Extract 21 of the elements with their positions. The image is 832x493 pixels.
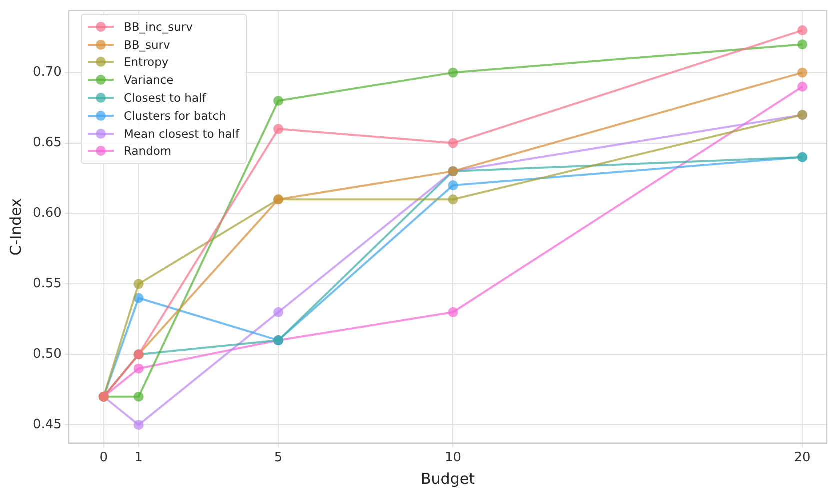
legend-label: BB_surv (124, 38, 170, 52)
x-tick-label: 1 (134, 450, 143, 466)
x-tick-label: 0 (100, 450, 108, 466)
legend-label: Variance (124, 73, 174, 88)
y-tick-label: 0.70 (32, 65, 62, 80)
legend-label: Mean closest to half (124, 126, 240, 141)
x-tick-label: 5 (274, 450, 283, 466)
y-axis-title: C-Index (6, 198, 25, 256)
x-axis-title: Budget (420, 470, 476, 488)
x-tick-label: 10 (444, 450, 462, 466)
x-tick-label: 20 (794, 450, 811, 466)
legend-label: Closest to half (124, 91, 206, 106)
y-tick-label: 0.50 (32, 347, 62, 362)
y-tick-label: 0.55 (32, 276, 62, 292)
y-tick-label: 0.45 (32, 417, 62, 432)
y-tick-label: 0.65 (32, 136, 62, 151)
legend-label: Entropy (124, 55, 169, 70)
legend-label: Clusters for batch (124, 108, 226, 123)
legend-label: Random (124, 144, 172, 158)
y-tick-label: 0.60 (32, 206, 62, 222)
legend-label: BB_inc_surv (124, 20, 193, 34)
